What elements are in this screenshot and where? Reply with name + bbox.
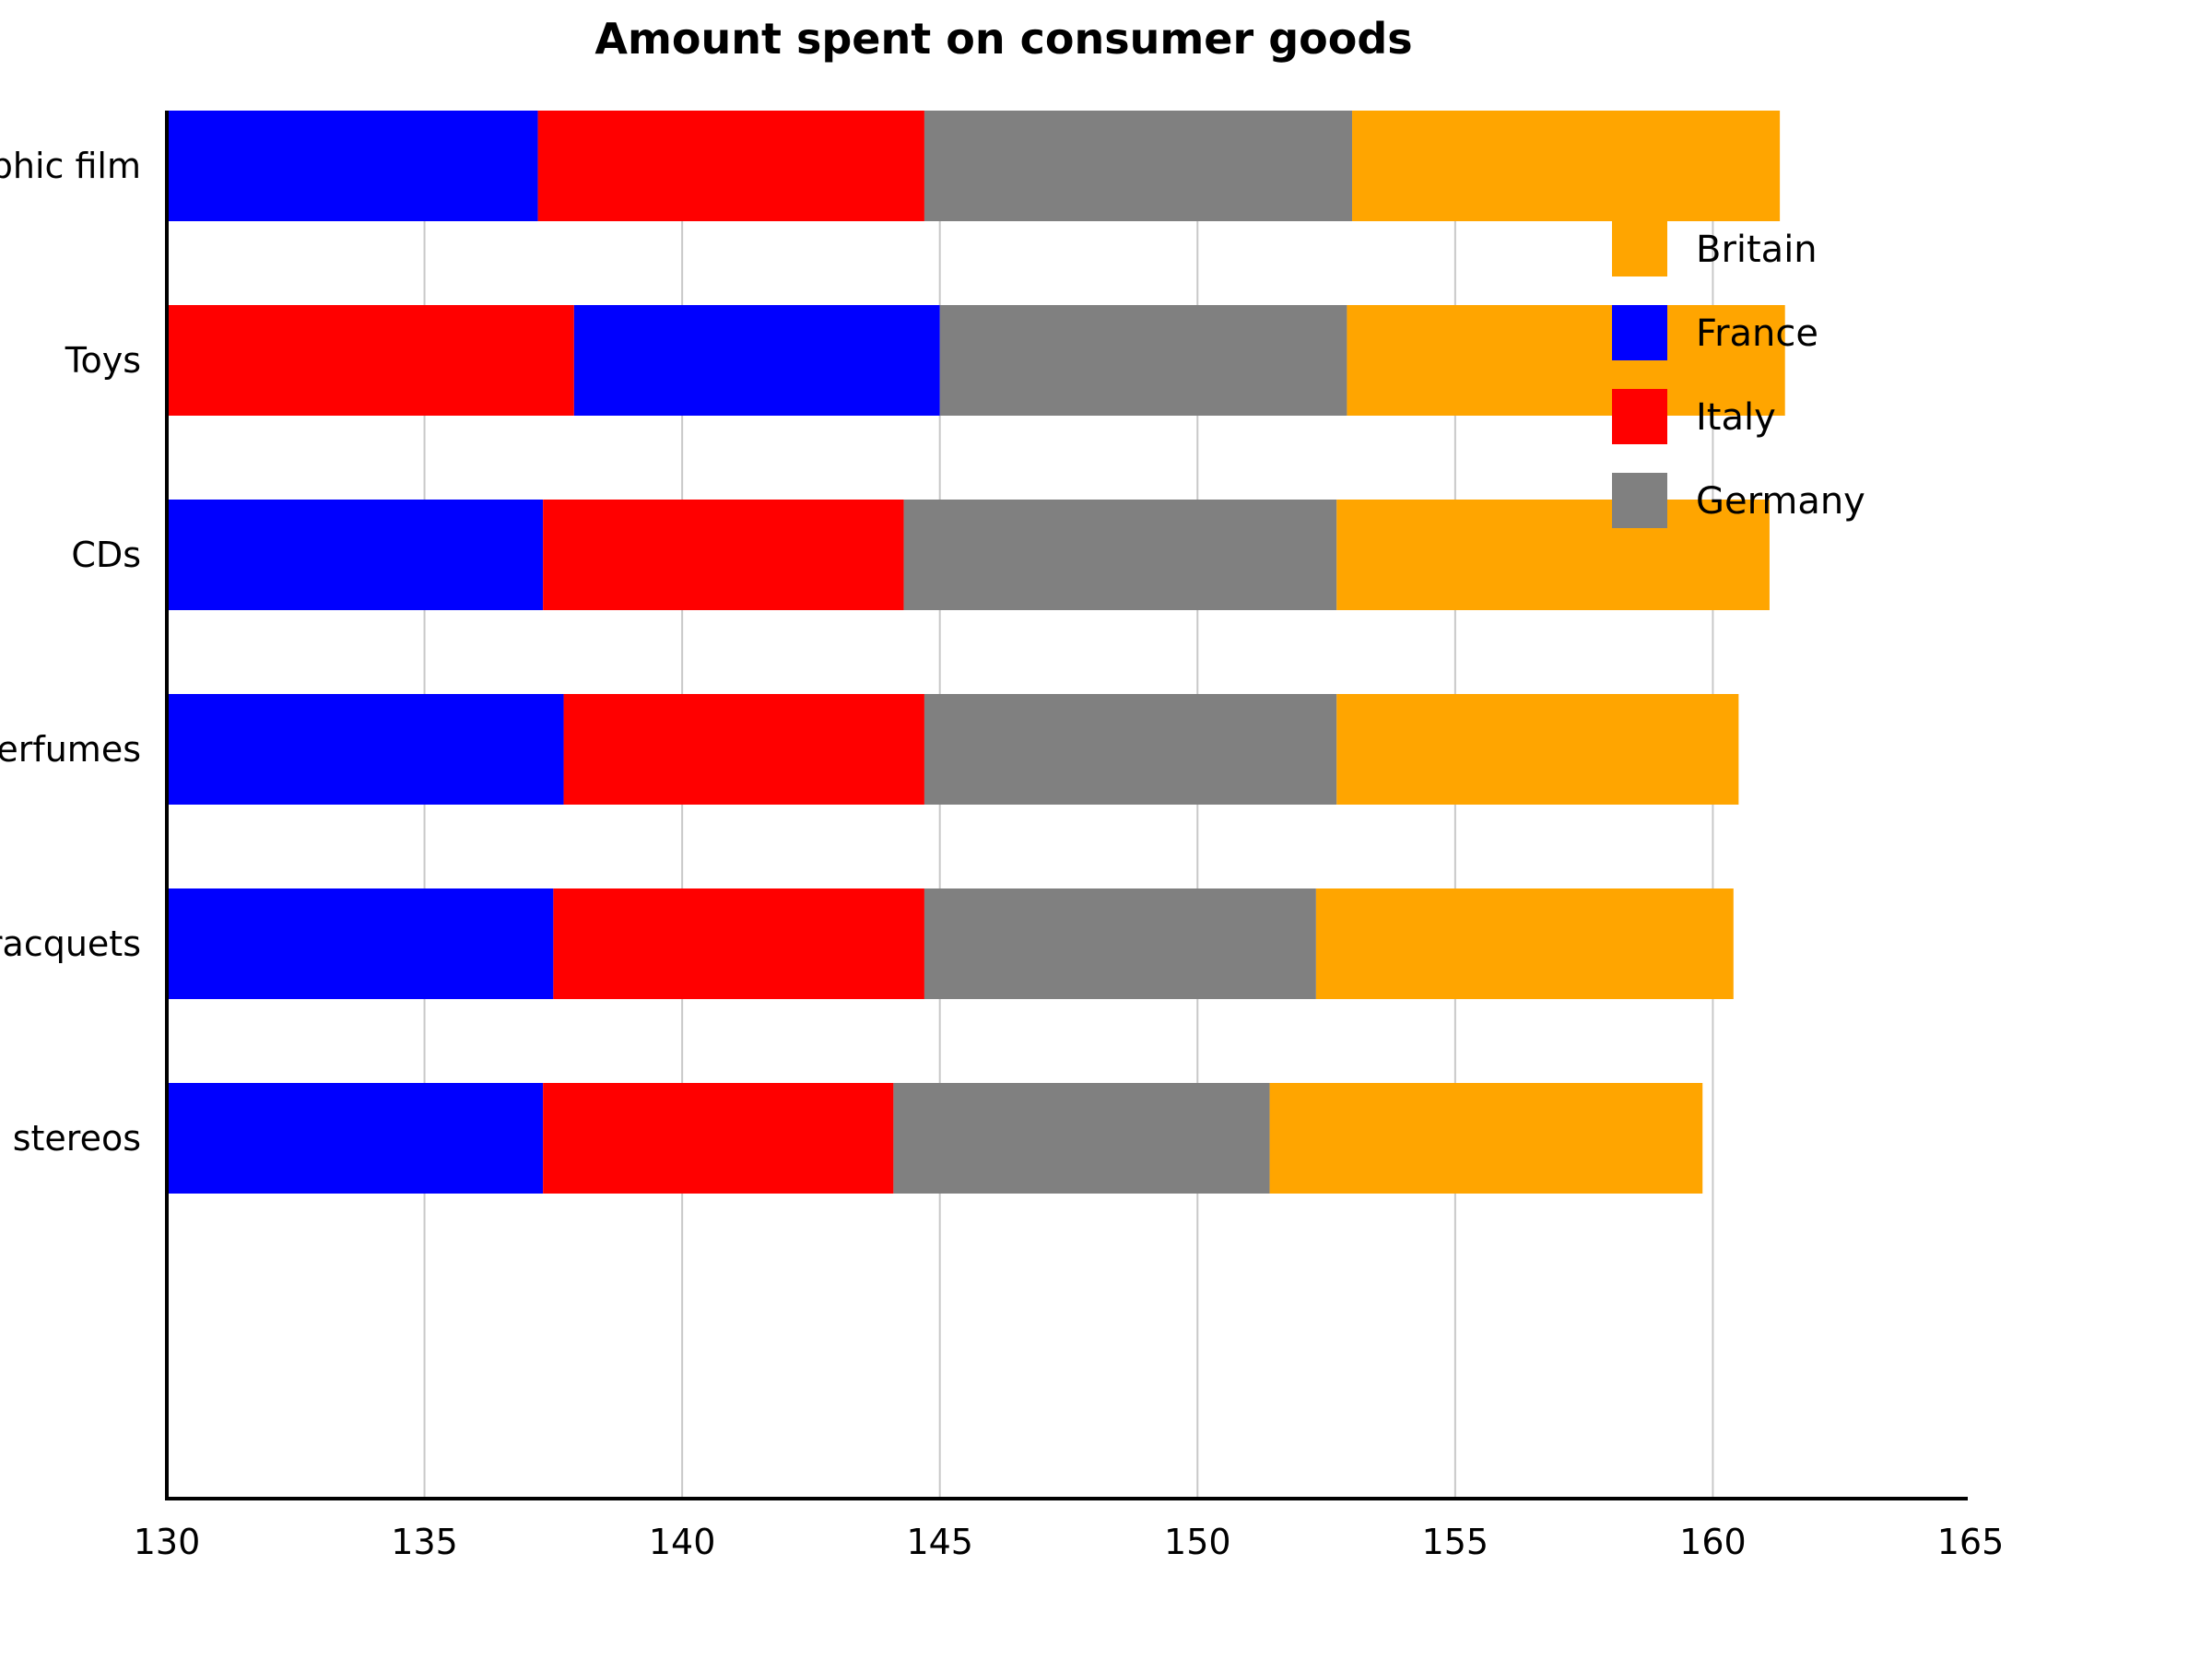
bar-italy-photographic-film [537, 111, 924, 221]
legend-swatch-italy [1612, 389, 1667, 444]
x-tick-label: 145 [906, 1522, 973, 1562]
bar-france-personal-stereos [167, 1083, 544, 1194]
x-tick-labels: 130 135 140 145 150 155 160 165 [134, 1522, 2005, 1562]
legend: Britain France Italy Germany [1612, 221, 1865, 528]
bar-italy-toys [167, 305, 574, 416]
bar-italy-personal-stereos [543, 1083, 894, 1194]
bar-italy-perfumes [563, 694, 924, 805]
bar-france-toys [573, 305, 940, 416]
y-tick-label: Perfumes [0, 729, 141, 770]
bars [167, 111, 1785, 1194]
legend-swatch-france [1612, 305, 1667, 360]
bar-germany-personal-stereos [893, 1083, 1270, 1194]
bar-france-tennis-racquets [167, 888, 554, 999]
y-tick-label: Personal stereos [0, 1118, 141, 1159]
x-tick-label: 155 [1422, 1522, 1489, 1562]
chart-title: Amount spent on consumer goods [594, 14, 1412, 64]
bar-germany-photographic-film [924, 111, 1353, 221]
legend-label-britain: Britain [1696, 229, 1818, 271]
bar-germany-perfumes [924, 694, 1337, 805]
x-tick-label: 150 [1164, 1522, 1231, 1562]
bar-britain-toys [1347, 305, 1785, 416]
legend-swatch-britain [1612, 221, 1667, 276]
legend-label-germany: Germany [1696, 480, 1865, 523]
legend-label-italy: Italy [1696, 396, 1776, 439]
x-tick-label: 130 [134, 1522, 201, 1562]
x-tick-label: 160 [1679, 1522, 1747, 1562]
bar-britain-personal-stereos [1269, 1083, 1703, 1194]
bar-france-perfumes [167, 694, 564, 805]
bar-france-photographic-film [167, 111, 538, 221]
legend-label-france: France [1696, 312, 1818, 355]
x-tick-label: 140 [649, 1522, 716, 1562]
bar-germany-toys [939, 305, 1347, 416]
bar-germany-tennis-racquets [924, 888, 1316, 999]
bar-italy-tennis-racquets [553, 888, 924, 999]
bar-britain-tennis-racquets [1315, 888, 1734, 999]
bar-britain-photographic-film [1352, 111, 1781, 221]
y-tick-label: Toys [65, 340, 141, 381]
y-tick-labels: Photographic film Toys CDs Perfumes Tennis r… [0, 146, 141, 1159]
bar-britain-cds [1336, 500, 1770, 610]
bar-germany-cds [903, 500, 1337, 610]
y-tick-label: Tennis racquets [0, 924, 141, 964]
x-tick-label: 135 [391, 1522, 458, 1562]
y-tick-label: Photographic film [0, 146, 141, 186]
bar-italy-cds [543, 500, 904, 610]
legend-swatch-germany [1612, 473, 1667, 528]
bar-france-cds [167, 500, 544, 610]
x-tick-label: 165 [1937, 1522, 2005, 1562]
axes [165, 111, 1968, 1500]
y-tick-label: CDs [71, 535, 141, 575]
bar-britain-perfumes [1336, 694, 1739, 805]
